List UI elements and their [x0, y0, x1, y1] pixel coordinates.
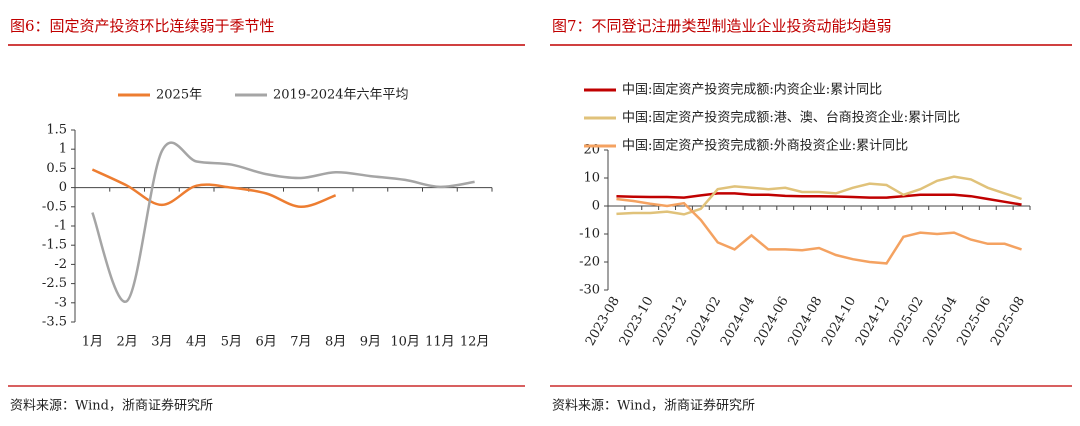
y-tick-label: -3.5: [42, 315, 67, 330]
legend-label: 2025年: [156, 88, 202, 103]
y-tick-label: 0: [592, 199, 600, 214]
legend-label: 中国:固定资产投资完成额:港、澳、台商投资企业:累计同比: [622, 110, 960, 126]
y-tick-label: -3: [54, 295, 67, 310]
chart-title: 图7：不同登记注册类型制造业企业投资动能均趋弱: [552, 17, 892, 35]
x-tick-label: 7月: [290, 335, 311, 350]
x-tick-label: 12月: [460, 335, 490, 350]
y-tick-label: -30: [579, 283, 600, 298]
x-tick-label: 9月: [360, 335, 381, 350]
y-tick-label: -2: [54, 257, 67, 272]
x-tick-label: 5月: [221, 335, 242, 350]
x-tick-label: 8月: [325, 335, 346, 350]
x-tick-label: 1月: [82, 335, 103, 350]
series-line: [616, 192, 1022, 206]
x-tick-label: 2025-08: [988, 294, 1028, 348]
y-tick-label: 1.5: [46, 123, 67, 138]
series-line: [616, 197, 1022, 265]
x-tick-label: 2月: [116, 335, 137, 350]
series-line: [91, 141, 475, 303]
y-tick-label: 10: [583, 171, 600, 186]
legend-label: 中国:固定资产投资完成额:外商投资企业:累计同比: [622, 138, 908, 154]
y-tick-label: 0: [59, 180, 67, 195]
y-tick-label: -1.5: [42, 238, 67, 253]
legend-label: 2019-2024年六年平均: [273, 88, 409, 103]
y-tick-label: -1: [54, 219, 67, 234]
y-tick-label: 0.5: [46, 161, 67, 176]
source: 资料来源：Wind，浙商证券研究所: [10, 398, 213, 414]
y-tick-label: -2.5: [42, 276, 67, 291]
legend-label: 中国:固定资产投资完成额:内资企业:累计同比: [622, 82, 882, 98]
x-tick-label: 6月: [255, 335, 276, 350]
y-tick-label: -10: [579, 227, 600, 242]
chart-title: 图6：固定资产投资环比连续弱于季节性: [10, 17, 275, 35]
x-tick-label: 4月: [186, 335, 207, 350]
series-line: [616, 175, 1022, 216]
y-tick-label: 1: [59, 142, 67, 157]
x-tick-label: 11月: [425, 335, 455, 350]
x-tick-label: 3月: [151, 335, 172, 350]
source: 资料来源：Wind，浙商证券研究所: [552, 398, 755, 414]
series-line: [91, 168, 337, 209]
y-tick-label: -20: [579, 255, 600, 270]
y-tick-label: -0.5: [42, 199, 67, 214]
x-tick-label: 10月: [390, 335, 420, 350]
